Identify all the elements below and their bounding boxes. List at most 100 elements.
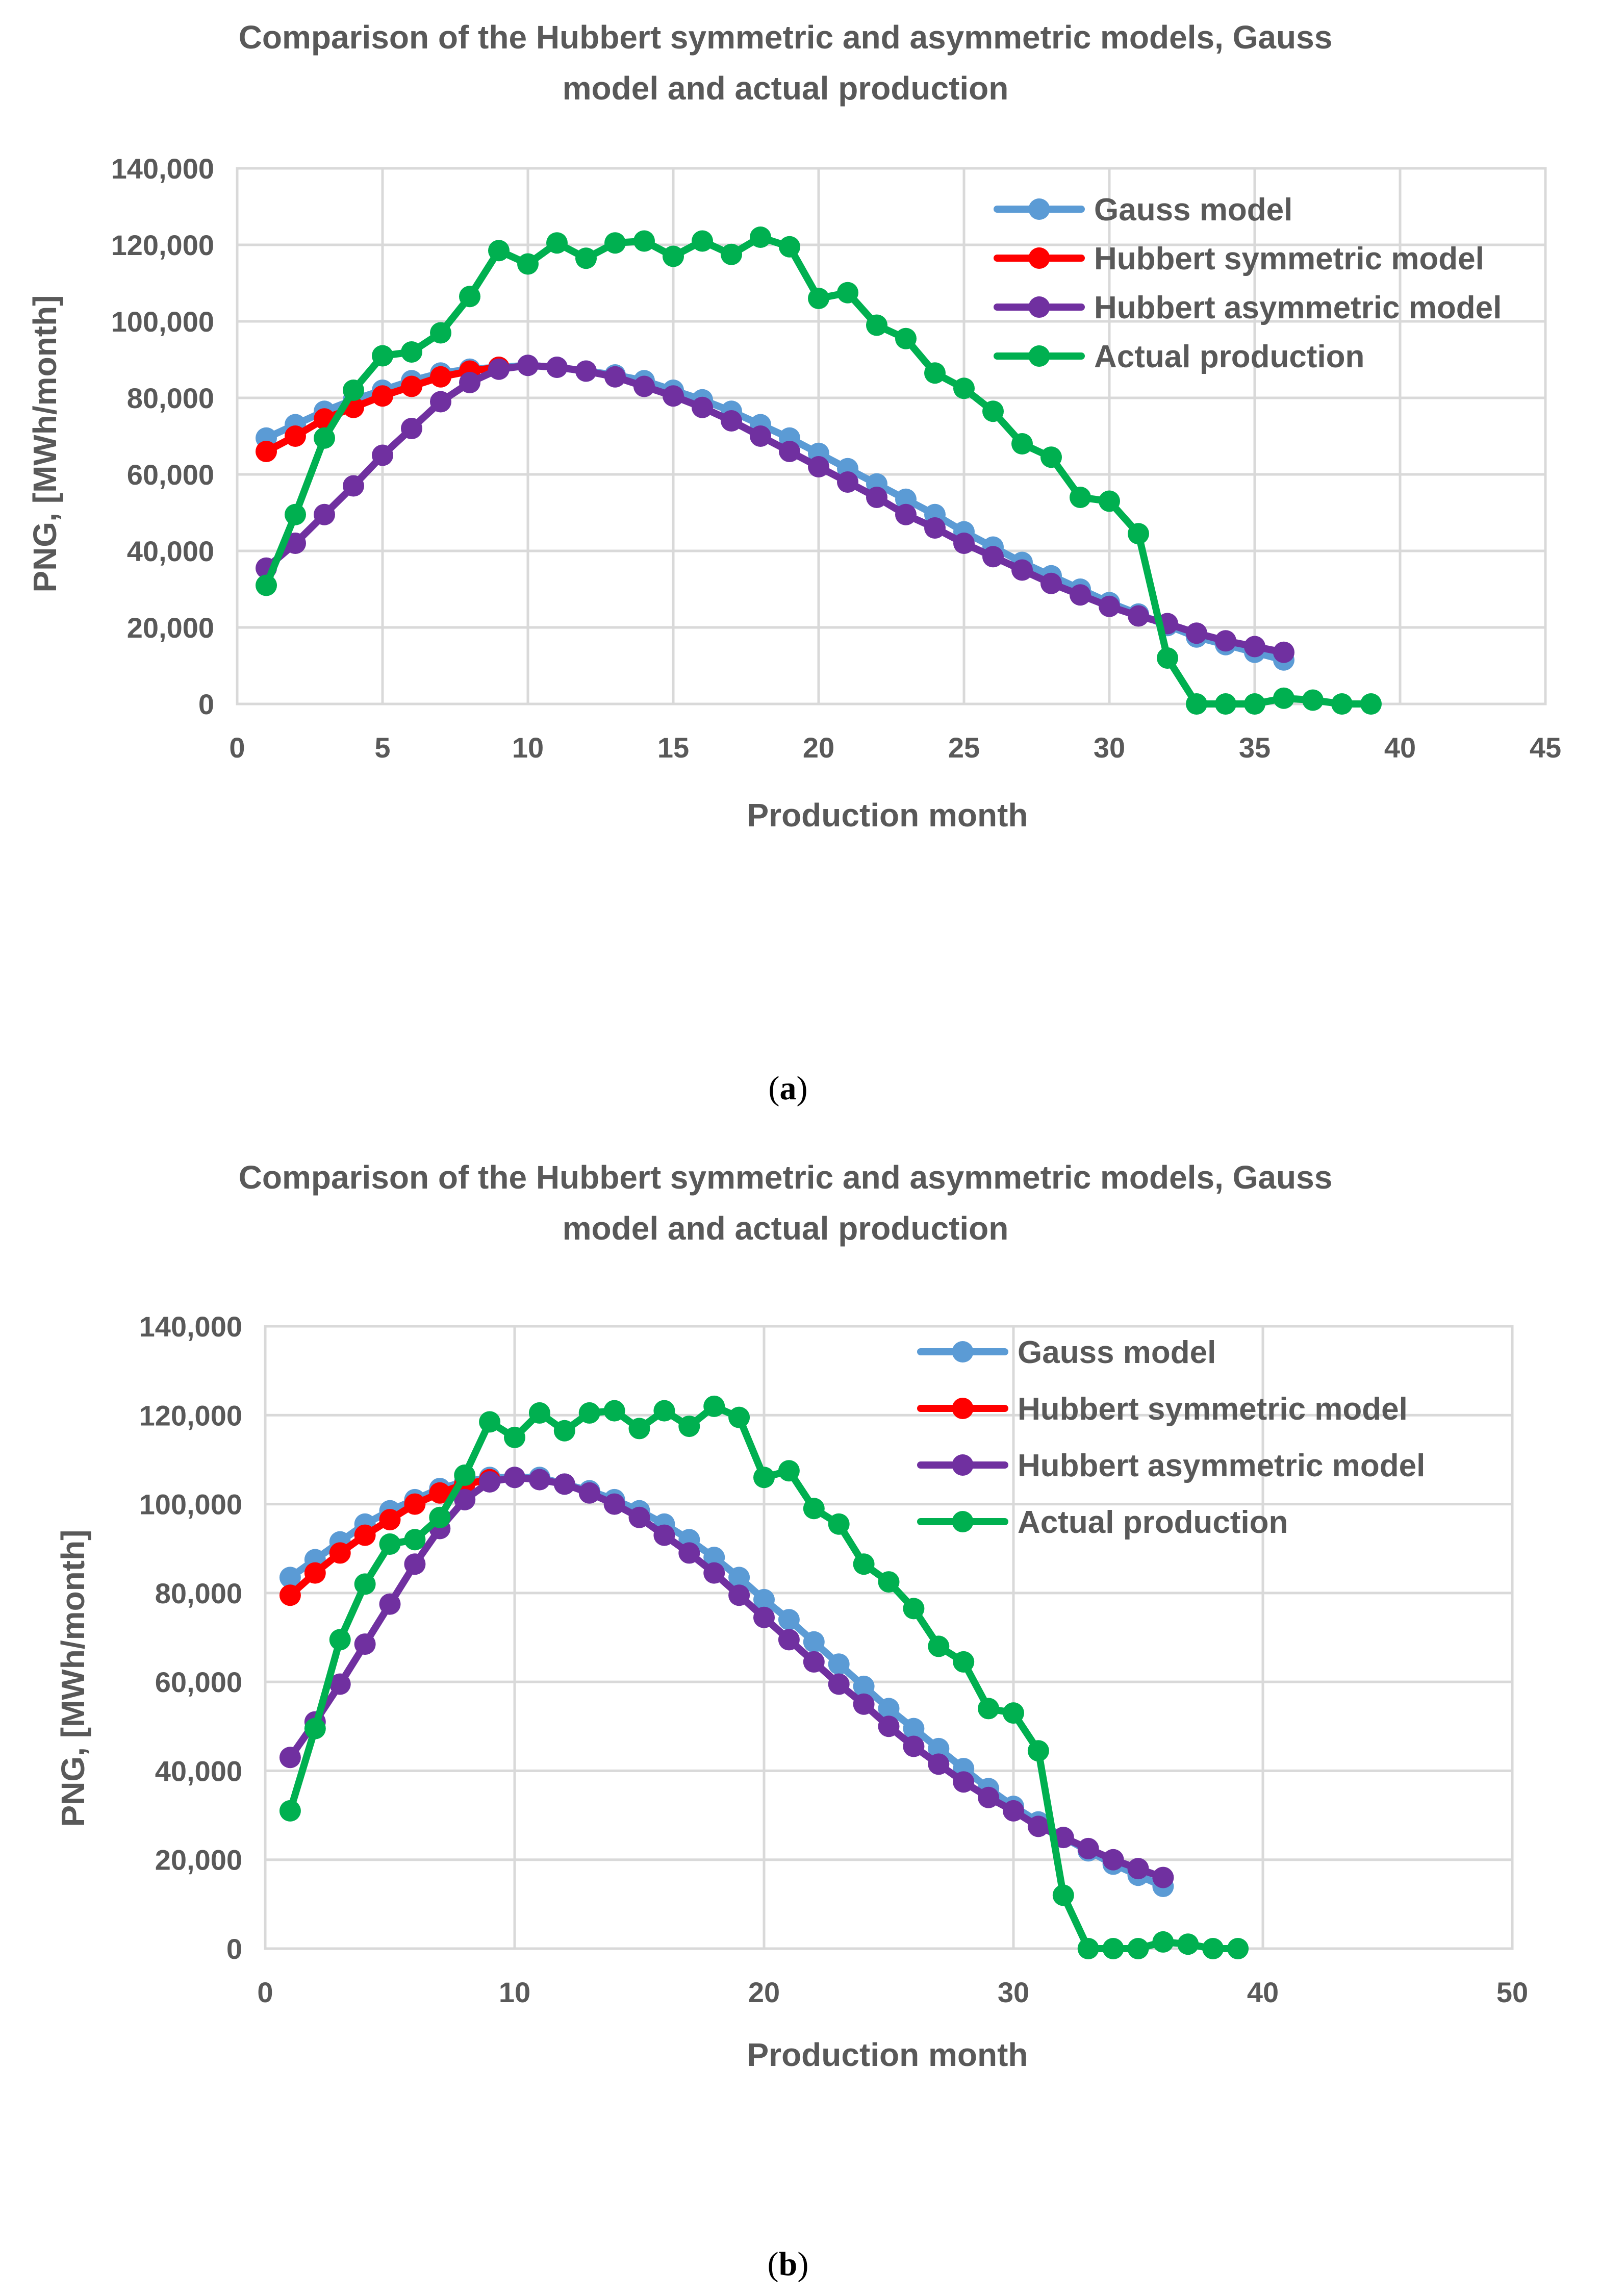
- chart-a-point-hubbert_asymmetric: [314, 503, 335, 525]
- chart-a-y-axis-label: PNG, [MWh/month]: [27, 295, 63, 593]
- chart-b-point-actual: [454, 1464, 476, 1486]
- chart-b-point-hubbert_asymmetric: [778, 1629, 800, 1651]
- chart-b-point-hubbert_asymmetric: [603, 1493, 625, 1515]
- chart-b-point-actual: [1227, 1938, 1249, 1959]
- chart-a-point-hubbert_asymmetric: [430, 391, 451, 413]
- chart-a-y-tick-label: 140,000: [111, 153, 214, 185]
- chart-b-point-hubbert_asymmetric: [329, 1673, 351, 1695]
- chart-a-point-actual: [459, 286, 480, 308]
- chart-a-point-hubbert_asymmetric: [1215, 630, 1236, 652]
- chart-a-series-hubbert_symmetric: [256, 357, 510, 462]
- chart-b-point-hubbert_asymmetric: [404, 1553, 426, 1575]
- chart-a-point-actual: [750, 226, 771, 248]
- chart-b-title-line1: Comparison of the Hubbert symmetric and …: [239, 1159, 1333, 1196]
- chart-a-point-hubbert_symmetric: [372, 385, 393, 407]
- chart-b-point-hubbert_asymmetric: [878, 1715, 900, 1737]
- chart-a-point-hubbert_asymmetric: [953, 533, 975, 554]
- chart-a-point-hubbert_asymmetric: [517, 355, 539, 376]
- chart-a-y-tick-label: 0: [198, 688, 214, 720]
- chart-b-legend-item-gauss: Gauss model: [917, 1335, 1216, 1370]
- chart-b-point-actual: [404, 1529, 426, 1551]
- chart-b-point-actual: [728, 1406, 750, 1428]
- chart-a-point-actual: [401, 341, 422, 363]
- chart-a-point-actual: [982, 400, 1004, 422]
- chart-a-point-hubbert_symmetric: [430, 366, 451, 388]
- chart-a-caption: (a): [769, 1070, 808, 1107]
- chart-b-point-actual: [1152, 1931, 1174, 1953]
- chart-a-point-hubbert_asymmetric: [721, 410, 742, 432]
- chart-a-point-hubbert_asymmetric: [692, 396, 713, 418]
- chart-a-point-actual: [256, 574, 277, 596]
- chart-a-point-hubbert_asymmetric: [1011, 559, 1033, 581]
- chart-a-plot-area: [236, 167, 1547, 705]
- chart-a-legend-label: Gauss model: [1094, 192, 1292, 228]
- chart-b-point-hubbert_asymmetric: [703, 1562, 725, 1584]
- chart-a-caption-open: (: [769, 1070, 780, 1107]
- chart-a-point-hubbert_asymmetric: [633, 375, 655, 397]
- chart-b-legend-item-hubbert_asymmetric: Hubbert asymmetric model: [917, 1448, 1425, 1483]
- chart-b-point-actual: [778, 1460, 800, 1482]
- chart-b-legend-label: Hubbert symmetric model: [1018, 1392, 1408, 1427]
- chart-a-point-actual: [837, 282, 858, 304]
- chart-a-point-hubbert_asymmetric: [1186, 622, 1207, 644]
- chart-a-series-hubbert_asymmetric: [256, 355, 1294, 663]
- chart-b-caption-open: (: [768, 2245, 779, 2283]
- chart-a-point-actual: [663, 245, 684, 267]
- chart-b-point-actual: [653, 1400, 675, 1422]
- chart-a-point-hubbert_symmetric: [401, 375, 422, 397]
- chart-a-point-hubbert_asymmetric: [285, 533, 306, 554]
- chart-a-point-actual: [1331, 693, 1353, 715]
- chart-a-y-tick-label: 20,000: [127, 612, 214, 644]
- chart-b-axes: [264, 1325, 1514, 1950]
- chart-b-title-line2: model and actual production: [563, 1210, 1009, 1247]
- chart-b-series: [279, 1395, 1249, 1959]
- chart-a-legend: Gauss model Hubbert symmetric model Hubber…: [994, 192, 1502, 374]
- chart-b-point-gauss: [878, 1698, 900, 1720]
- chart-b-point-actual: [1003, 1702, 1024, 1724]
- chart-b-point-actual: [504, 1426, 525, 1448]
- chart-a-axes: [236, 167, 1547, 705]
- chart-b-point-hubbert_asymmetric: [803, 1651, 825, 1673]
- chart-b-y-tick-label: 20,000: [155, 1844, 242, 1876]
- chart-b-x-tick-label: 0: [257, 1976, 273, 2008]
- chart-a-legend-item-hubbert_asymmetric: Hubbert asymmetric model: [994, 290, 1502, 325]
- chart-a-x-tick-label: 45: [1530, 731, 1561, 764]
- chart-b-point-hubbert_asymmetric: [1152, 1866, 1174, 1888]
- chart-b-point-gauss: [778, 1609, 800, 1631]
- chart-b-legend-label: Gauss model: [1018, 1335, 1216, 1370]
- chart-a-legend-item-actual: Actual production: [994, 339, 1364, 374]
- chart-a-point-actual: [314, 427, 335, 449]
- chart-a-point-hubbert_asymmetric: [750, 425, 771, 447]
- chart-b-point-actual: [279, 1800, 301, 1822]
- chart-a-x-tick-label: 0: [229, 731, 245, 764]
- chart-a-point-actual: [604, 232, 626, 254]
- chart-b-x-tick-label: 50: [1496, 1976, 1528, 2008]
- chart-a-point-hubbert_asymmetric: [837, 471, 858, 493]
- chart-a-legend-label: Hubbert asymmetric model: [1094, 290, 1502, 325]
- chart-a-y-tick-label: 100,000: [111, 306, 214, 338]
- chart-a-x-tick-label: 30: [1094, 731, 1125, 764]
- chart-b-x-tick-label: 30: [998, 1976, 1029, 2008]
- chart-a-point-hubbert_asymmetric: [663, 385, 684, 407]
- chart-a-point-hubbert_asymmetric: [546, 357, 568, 378]
- chart-b-point-actual: [853, 1553, 875, 1575]
- chart-b-y-axis-label: PNG, [MWh/month]: [55, 1530, 91, 1827]
- chart-a-x-tick-label: 20: [803, 731, 834, 764]
- chart-b-series-hubbert_asymmetric: [279, 1467, 1174, 1888]
- chart-a-point-actual: [779, 236, 800, 258]
- chart-b-y-tick-label: 120,000: [139, 1399, 242, 1431]
- chart-b-legend-swatch-marker: [952, 1398, 974, 1419]
- chart-b-point-hubbert_asymmetric: [728, 1584, 750, 1606]
- chart-b-point-hubbert_asymmetric: [928, 1753, 950, 1775]
- chart-a-point-actual: [575, 247, 597, 269]
- chart-b-point-hubbert_asymmetric: [279, 1747, 301, 1769]
- chart-b-legend-swatch-marker: [952, 1511, 974, 1532]
- chart-a-legend-label: Hubbert symmetric model: [1094, 241, 1484, 276]
- chart-b-point-hubbert_asymmetric: [853, 1693, 875, 1715]
- chart-b-point-hubbert_asymmetric: [653, 1524, 675, 1546]
- chart-b-point-actual: [803, 1498, 825, 1520]
- chart-b-point-hubbert_symmetric: [404, 1493, 426, 1515]
- chart-b-point-actual: [928, 1635, 950, 1657]
- chart-b-point-hubbert_symmetric: [279, 1584, 301, 1606]
- chart-a-title-line2: model and actual production: [563, 70, 1009, 107]
